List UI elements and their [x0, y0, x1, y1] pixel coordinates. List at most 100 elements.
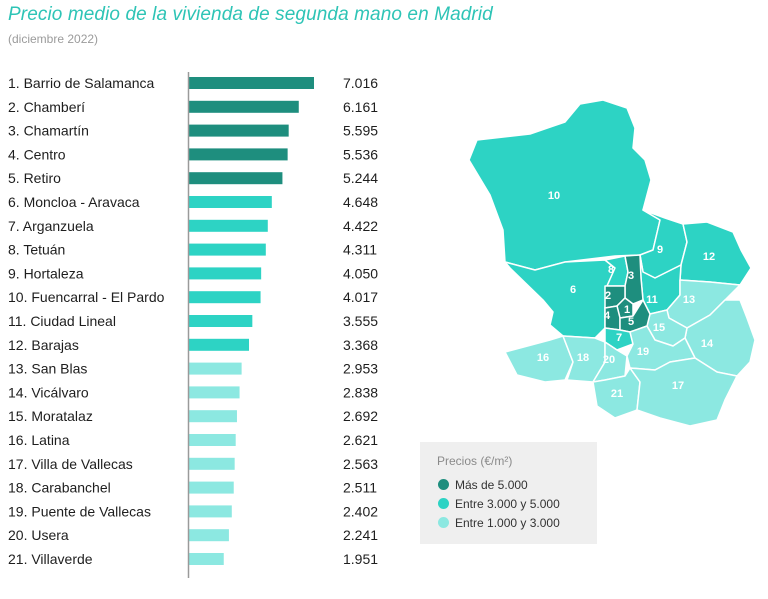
category-label: 12. Barajas: [8, 337, 79, 353]
district-number: 7: [616, 332, 622, 344]
district-number: 14: [701, 338, 714, 350]
legend-item-high: Más de 5.000: [438, 478, 528, 492]
category-label: 16. Latina: [8, 432, 70, 448]
chart-title: Precio medio de la vivienda de segunda m…: [8, 4, 493, 25]
district-number: 11: [646, 294, 658, 306]
bar: [189, 148, 288, 161]
district-number: 3: [628, 270, 634, 282]
bar: [189, 481, 234, 494]
chart-subtitle: (diciembre 2022): [8, 32, 99, 46]
bar: [189, 386, 240, 399]
category-label: 11. Ciudad Lineal: [8, 313, 116, 329]
district-number: 10: [548, 190, 560, 202]
category-label: 15. Moratalaz: [8, 408, 93, 424]
category-label: 2. Chamberí: [8, 99, 85, 115]
district-number: 19: [637, 346, 649, 358]
value-label: 1.951: [343, 551, 378, 567]
value-label: 7.016: [343, 75, 378, 91]
category-label: 14. Vicálvaro: [8, 384, 89, 400]
legend: Precios (€/m²) Más de 5.000 Entre 3.000 …: [420, 442, 597, 544]
bar-chart: 1. Barrio de Salamanca 7.016 2. Chamberí 6.…: [8, 72, 378, 578]
district-number: 18: [577, 352, 589, 364]
legend-item-low: Entre 1.000 y 3.000: [438, 516, 560, 530]
category-label: 19. Puente de Vallecas: [8, 503, 151, 519]
district-number: 15: [653, 322, 665, 334]
value-label: 2.563: [343, 456, 378, 472]
category-label: 8. Tetuán: [8, 242, 65, 258]
value-label: 4.648: [343, 194, 378, 210]
bar: [189, 291, 261, 304]
bar: [189, 434, 236, 446]
bar: [189, 529, 229, 542]
legend-dot-mid: [438, 498, 449, 509]
category-label: 10. Fuencarral - El Pardo: [8, 289, 165, 305]
value-label: 5.536: [343, 146, 378, 162]
value-label: 4.311: [343, 242, 377, 258]
category-label: 1. Barrio de Salamanca: [8, 75, 155, 91]
bar: [189, 172, 283, 185]
category-label: 5. Retiro: [8, 170, 61, 186]
district-number: 20: [603, 354, 615, 366]
category-label: 21. Villaverde: [8, 551, 93, 567]
bar: [189, 124, 289, 137]
category-label: 20. Usera: [8, 527, 69, 543]
district-number: 12: [703, 251, 715, 263]
value-label: 2.838: [343, 384, 378, 400]
legend-item-mid: Entre 3.000 y 5.000: [438, 497, 560, 511]
value-label: 2.621: [343, 432, 378, 448]
value-label: 6.161: [343, 99, 378, 115]
category-label: 17. Villa de Vallecas: [8, 456, 133, 472]
category-label: 9. Hortaleza: [8, 265, 84, 281]
category-label: 4. Centro: [8, 146, 66, 162]
district-6: [504, 259, 616, 339]
bar: [189, 243, 266, 256]
district-number: 6: [570, 284, 576, 296]
category-label: 13. San Blas: [8, 361, 87, 377]
district-number: 17: [672, 380, 684, 392]
category-label: 7. Arganzuela: [8, 218, 94, 234]
value-label: 5.595: [343, 123, 378, 139]
district-16: [504, 335, 574, 383]
category-label: 3. Chamartín: [8, 123, 89, 139]
legend-title: Precios (€/m²): [437, 454, 513, 468]
category-label: 18. Carabanchel: [8, 480, 111, 496]
legend-dot-low: [438, 517, 449, 528]
bar: [189, 410, 237, 423]
value-label: 5.244: [343, 170, 378, 186]
district-number: 9: [657, 244, 663, 256]
district-number: 1: [624, 304, 630, 316]
legend-label-mid: Entre 3.000 y 5.000: [455, 497, 560, 511]
district-number: 2: [605, 290, 611, 302]
bar: [189, 77, 314, 89]
district-number: 21: [611, 388, 623, 400]
legend-dot-high: [438, 479, 449, 490]
district-number: 16: [537, 352, 549, 364]
value-label: 3.555: [343, 313, 378, 329]
legend-label-high: Más de 5.000: [455, 478, 528, 492]
legend-label-low: Entre 1.000 y 3.000: [455, 516, 560, 530]
category-label: 6. Moncloa - Aravaca: [8, 194, 140, 210]
district-number: 5: [628, 316, 634, 328]
value-label: 4.050: [343, 265, 378, 281]
value-label: 2.511: [343, 480, 377, 496]
value-label: 2.402: [343, 503, 378, 519]
bar: [189, 505, 232, 518]
bar: [189, 315, 253, 327]
bar: [189, 267, 262, 280]
district-12: [679, 221, 752, 286]
value-label: 3.368: [343, 337, 378, 353]
bar: [189, 457, 235, 470]
value-label: 2.241: [343, 527, 378, 543]
district-number: 8: [608, 264, 614, 276]
bar: [189, 196, 272, 208]
bar: [189, 553, 224, 565]
district-number: 13: [683, 294, 695, 306]
value-label: 2.953: [343, 361, 378, 377]
value-label: 4.017: [343, 289, 378, 305]
district-number: 4: [604, 310, 611, 322]
value-label: 2.692: [343, 408, 378, 424]
bar: [189, 338, 250, 351]
bar: [189, 362, 242, 375]
district-10: [468, 100, 661, 271]
